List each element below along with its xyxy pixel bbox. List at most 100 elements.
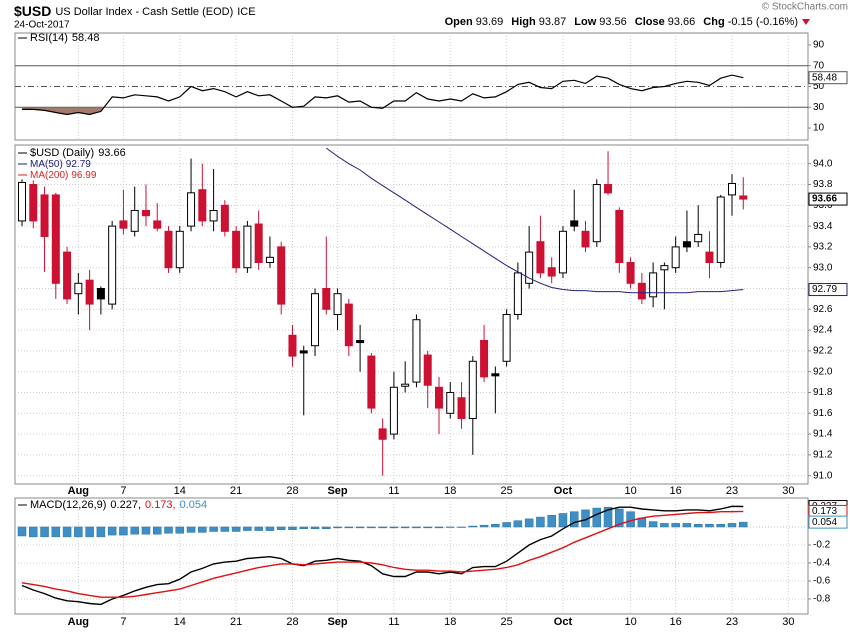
x-tick-label: 16 — [670, 616, 682, 628]
candle-body — [389, 386, 398, 435]
value-box — [808, 71, 848, 85]
candle-body — [344, 303, 353, 347]
candle-body — [209, 210, 218, 222]
candle-body — [164, 230, 173, 269]
candle-body — [243, 225, 252, 269]
histogram-bar — [412, 526, 421, 529]
x-tick-label: 11 — [388, 616, 399, 628]
y-tick-label: 92.2 — [813, 346, 833, 357]
candle-body — [547, 267, 556, 277]
y-tick-label: -0.4 — [813, 558, 831, 569]
histogram-bar — [682, 523, 692, 528]
histogram-bar — [457, 526, 466, 528]
x-tick-label: 23 — [726, 616, 738, 628]
y-tick-label: -0.6 — [813, 576, 831, 587]
histogram-bar — [254, 526, 263, 531]
histogram-bar — [524, 518, 534, 528]
exchange: ICE — [237, 6, 255, 18]
legend-name: MACD(12,26,9) — [30, 499, 106, 511]
x-tick-label: 14 — [174, 616, 186, 628]
histogram-bar — [231, 526, 241, 532]
histogram-bar — [265, 526, 275, 531]
stat-value: 93.87 — [539, 16, 567, 28]
y-tick-label: 91.8 — [813, 387, 833, 398]
histogram-bar — [547, 515, 556, 528]
x-tick-label: 28 — [286, 616, 298, 628]
x-tick-label: 25 — [500, 616, 512, 628]
candle-body — [141, 210, 150, 217]
legend-name: $USD (Daily) — [30, 147, 94, 159]
macd-legend: MACD(12,26,9) 0.227, 0.173, 0.054 — [30, 499, 207, 511]
histogram-bar — [479, 524, 489, 528]
histogram-bar — [468, 525, 478, 528]
candle-body — [660, 265, 669, 271]
candle-body — [694, 233, 703, 243]
histogram-bar — [727, 523, 737, 528]
candle-body — [457, 397, 466, 419]
value-box-label: 0.054 — [812, 517, 837, 528]
candle-body — [626, 262, 635, 284]
down-arrow — [802, 19, 810, 25]
candle-body — [604, 184, 613, 194]
candle-body — [615, 210, 624, 264]
candle-body — [356, 339, 365, 344]
histogram-bar — [119, 526, 128, 536]
histogram-bar — [175, 526, 185, 534]
x-tick-label: 28 — [286, 485, 298, 497]
instrument-name: US Dollar Index - Cash Settle (EOD) — [55, 6, 233, 18]
candle-body — [299, 350, 308, 354]
x-tick-label: 21 — [230, 616, 242, 628]
x-tick-label: Sep — [327, 616, 347, 628]
x-tick-label: Oct — [554, 485, 573, 497]
y-tick-label: 93.2 — [813, 242, 833, 253]
histogram-bar — [446, 526, 455, 528]
histogram-bar — [693, 524, 703, 528]
y-tick-label: 92.0 — [813, 366, 833, 377]
histogram-bar — [592, 507, 602, 528]
candle-body — [739, 195, 748, 200]
macd-panel — [14, 497, 809, 615]
histogram-bar — [152, 526, 162, 535]
x-tick-label: Aug — [68, 485, 89, 497]
candle-body — [446, 391, 455, 414]
legend-value: 96.99 — [71, 170, 96, 181]
histogram-bar — [85, 526, 94, 538]
candle-body — [187, 192, 196, 227]
y-tick-label: 91.2 — [813, 450, 833, 461]
candle-body — [502, 314, 511, 362]
histogram-bar — [367, 526, 376, 529]
histogram-bar — [220, 526, 230, 532]
y-tick-label: 70 — [813, 60, 825, 71]
candle-body — [18, 181, 26, 222]
candle-body — [705, 251, 714, 264]
candle-body — [51, 194, 60, 284]
moving-average — [326, 147, 744, 294]
legend-value: 0.173, — [145, 499, 176, 511]
histogram-bar — [378, 526, 387, 529]
histogram-bar — [558, 513, 568, 528]
x-tick-label: Oct — [554, 616, 573, 628]
x-tick-label: 7 — [120, 485, 126, 497]
symbol: $USD — [14, 3, 51, 19]
candle-body — [637, 282, 646, 300]
candle-body — [119, 220, 128, 229]
histogram-bar — [569, 511, 579, 528]
y-tick-label: 93.0 — [813, 262, 833, 273]
plot-layer: Aug Aug 7 7 14 14 21 21 28 28 Sep Sep 11 11 18 18 25 25 Oc… — [15, 33, 848, 628]
candle-body — [322, 288, 331, 310]
oversold-fill — [22, 107, 744, 115]
histogram-bar — [107, 526, 117, 536]
histogram-bar — [276, 526, 286, 530]
ma50-legend: MA(50) 92.79 — [30, 159, 91, 170]
candle-body — [96, 288, 105, 300]
candle-body — [265, 256, 274, 264]
candle-body — [525, 251, 534, 284]
candle-body — [153, 220, 162, 229]
x-tick-label: 10 — [624, 485, 636, 497]
histogram-bar — [739, 521, 748, 528]
y-tick-label: 90 — [813, 40, 825, 51]
x-tick-label: Aug — [68, 616, 89, 628]
value-box-label: 58.48 — [812, 72, 837, 83]
candle-body — [649, 272, 658, 298]
